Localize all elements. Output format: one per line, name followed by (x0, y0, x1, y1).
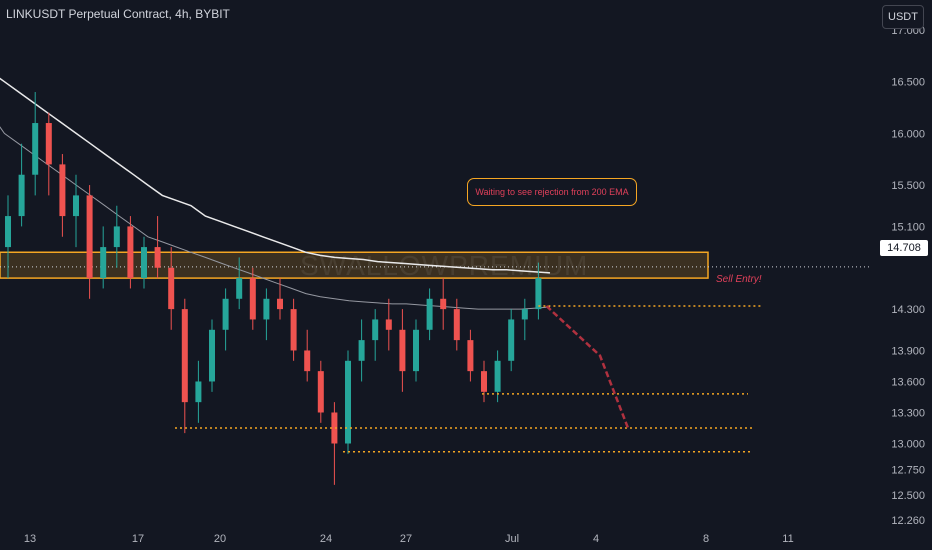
candle-body (413, 329, 419, 372)
candle-body (467, 340, 474, 372)
watermark: SWALLOWPREMIUM (300, 250, 589, 281)
candle-body (5, 216, 11, 248)
x-tick-label: 24 (320, 533, 332, 545)
candle-body (154, 247, 161, 268)
chart-title: LINKUSDT Perpetual Contract, 4h, BYBIT (6, 7, 230, 21)
candle-body (290, 309, 297, 351)
candle-body (18, 174, 25, 217)
candle-body (86, 195, 93, 279)
target-levels-layer (175, 305, 762, 453)
x-tick-label: 20 (214, 533, 226, 545)
y-tick-label: 13.900 (891, 345, 925, 357)
candle-body (508, 319, 515, 361)
y-tick-label: 13.000 (891, 439, 925, 451)
y-tick-label: 15.500 (891, 180, 925, 192)
candles-layer (5, 92, 542, 485)
x-tick-label: 13 (24, 533, 36, 545)
candle-body (304, 350, 311, 372)
y-tick-label: 13.300 (891, 407, 925, 419)
candle-body (453, 309, 460, 341)
candle-body (426, 298, 433, 330)
candle-body (181, 309, 188, 403)
candle-body (317, 371, 324, 413)
y-tick-label: 13.600 (891, 376, 925, 388)
x-tick-label: 17 (132, 533, 144, 545)
currency-button[interactable]: USDT (882, 5, 924, 29)
x-tick-label: 11 (782, 533, 793, 545)
candle-body (277, 298, 283, 310)
x-tick-label: 27 (400, 533, 412, 545)
candle-body (32, 123, 39, 175)
candle-body (358, 340, 365, 361)
candle-body (345, 360, 351, 444)
candle-body (127, 226, 134, 279)
candle-body (440, 298, 447, 310)
current-price-tag: 14.708 (880, 240, 928, 256)
y-tick-label: 12.750 (891, 464, 925, 476)
y-tick-label: 12.500 (891, 490, 925, 502)
candle-body (209, 329, 215, 382)
y-tick-label: 16.000 (891, 128, 925, 140)
candle-body (399, 329, 406, 372)
y-tick-label: 14.300 (891, 304, 925, 316)
candle-body (100, 247, 107, 279)
candle-body (331, 412, 338, 444)
ema200-line (0, 77, 551, 274)
candle-body (141, 247, 147, 279)
candle-body (113, 226, 120, 248)
candle-body (494, 360, 501, 392)
candle-body (222, 298, 229, 330)
x-tick-label: 8 (703, 533, 709, 545)
x-tick-label: Jul (505, 533, 519, 545)
candle-body (481, 371, 487, 392)
candle-body (385, 319, 392, 330)
candle-body (372, 319, 379, 341)
y-tick-label: 15.100 (891, 221, 925, 233)
candle-body (73, 195, 79, 217)
axis-layer: 17.00016.50016.00015.50015.10014.30013.9… (24, 25, 925, 545)
candle-body (45, 123, 52, 165)
projection-arrow (545, 305, 630, 429)
x-tick-label: 4 (593, 533, 599, 545)
candle-body (59, 164, 66, 217)
candle-body (195, 381, 202, 403)
supply-zone (0, 251, 709, 279)
candle-body (521, 309, 528, 320)
sell-entry-label: Sell Entry! (716, 274, 762, 285)
candle-body (249, 278, 256, 320)
y-tick-label: 16.500 (891, 77, 925, 89)
candle-body (236, 278, 243, 299)
candle-body (168, 267, 175, 310)
y-tick-label: 12.260 (891, 515, 925, 527)
ema-rejection-callout: Waiting to see rejection from 200 EMA (467, 178, 637, 206)
candle-body (263, 298, 270, 320)
candle-body (535, 278, 542, 310)
